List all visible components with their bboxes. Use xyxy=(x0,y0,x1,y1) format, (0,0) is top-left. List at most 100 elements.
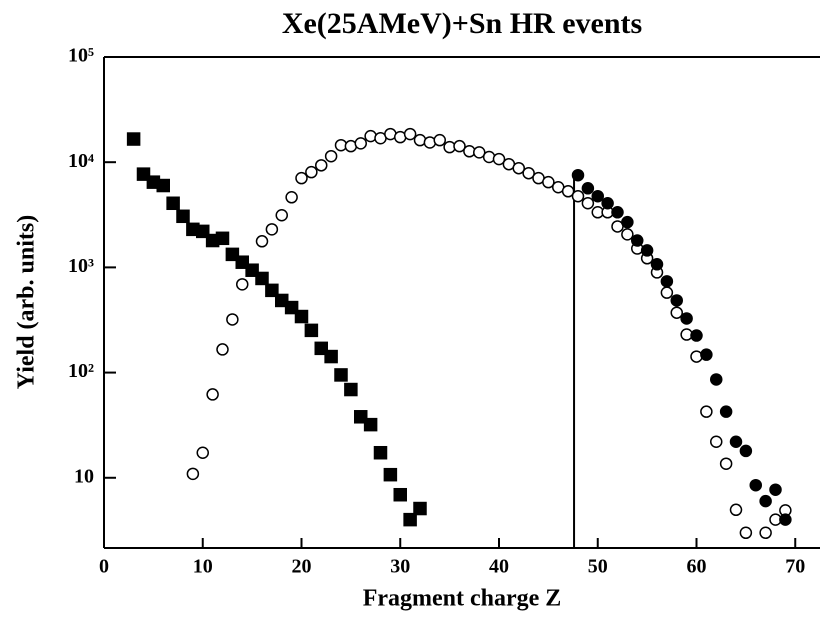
circle-point xyxy=(690,329,703,342)
circle-point xyxy=(512,161,525,175)
circle-point xyxy=(522,166,535,180)
square-point xyxy=(344,382,358,397)
square-point xyxy=(393,487,407,502)
circle-point xyxy=(670,306,683,319)
circle-point xyxy=(719,457,733,470)
y-tick-label: 10⁴ xyxy=(68,150,94,172)
square-point xyxy=(126,132,141,146)
circle-point xyxy=(295,171,308,185)
circle-point xyxy=(433,133,446,147)
x-tick-label: 0 xyxy=(99,556,109,578)
circle-point xyxy=(315,159,328,172)
circle-point xyxy=(581,182,595,195)
circle-point xyxy=(265,223,279,236)
circle-point xyxy=(739,444,753,458)
circle-point xyxy=(571,168,585,182)
circle-point xyxy=(364,129,377,143)
circle-point xyxy=(680,312,693,325)
square-point xyxy=(225,247,240,262)
circle-point xyxy=(581,197,595,210)
square-point xyxy=(215,231,230,246)
square-point xyxy=(294,309,309,324)
circle-point xyxy=(542,175,555,189)
circle-point xyxy=(729,503,743,517)
x-tick-label: 60 xyxy=(687,556,707,578)
y-tick-label: 10² xyxy=(68,360,94,382)
square-point xyxy=(166,196,180,211)
square-point xyxy=(265,283,279,298)
x-tick-label: 30 xyxy=(390,556,410,578)
circle-point xyxy=(621,215,634,229)
circle-point xyxy=(779,513,792,526)
square-point xyxy=(196,224,210,239)
square-point xyxy=(235,255,249,269)
square-point xyxy=(176,209,190,224)
circle-point xyxy=(660,286,674,299)
square-point xyxy=(156,178,170,193)
circle-point xyxy=(769,483,782,496)
circle-point xyxy=(324,149,338,163)
circle-point xyxy=(670,294,683,307)
circle-point xyxy=(305,165,318,179)
x-tick-label: 70 xyxy=(785,556,805,578)
circle-point xyxy=(206,388,219,401)
x-tick-label: 40 xyxy=(489,556,509,578)
circle-point xyxy=(601,197,614,210)
circle-point xyxy=(236,278,249,291)
square-point xyxy=(324,349,338,364)
square-point xyxy=(245,263,259,277)
circle-point xyxy=(285,191,298,204)
square-point xyxy=(373,445,388,460)
chart-title: Xe(25AMeV)+Sn HR events xyxy=(282,7,642,40)
circle-point xyxy=(719,405,733,418)
circle-point xyxy=(571,189,585,203)
circle-point xyxy=(700,348,713,361)
circle-point xyxy=(640,244,654,257)
circle-point xyxy=(275,209,288,222)
circle-point xyxy=(700,405,713,418)
circle-point xyxy=(690,350,703,363)
square-point xyxy=(383,467,398,482)
circle-point xyxy=(729,435,743,449)
x-axis-label: Fragment charge Z xyxy=(363,586,562,612)
circle-point xyxy=(186,467,200,481)
circle-point xyxy=(561,185,575,198)
circle-point xyxy=(255,235,269,248)
square-point xyxy=(136,167,151,181)
circle-point xyxy=(492,152,506,166)
square-point xyxy=(354,410,368,424)
y-tick-label: 10⁵ xyxy=(68,45,94,67)
x-tick-label: 20 xyxy=(292,556,312,578)
circle-point xyxy=(216,343,229,356)
circle-point xyxy=(453,139,466,153)
circle-point xyxy=(611,206,624,219)
circle-point xyxy=(631,234,644,247)
circle-point xyxy=(759,526,772,540)
square-point xyxy=(304,323,319,338)
circle-point xyxy=(759,494,772,508)
square-point xyxy=(413,501,427,516)
square-point xyxy=(314,341,328,356)
circle-point xyxy=(196,446,209,459)
x-tick-label: 50 xyxy=(588,556,608,578)
circle-point xyxy=(473,146,486,159)
circle-point xyxy=(591,189,604,203)
circle-point xyxy=(660,275,674,288)
circle-point xyxy=(739,526,753,540)
square-point xyxy=(363,417,378,432)
circle-point xyxy=(710,373,723,386)
circle-point xyxy=(749,478,762,492)
circle-point xyxy=(403,127,417,141)
y-axis-label: Yield (arb. units) xyxy=(14,215,40,389)
square-point xyxy=(275,293,289,308)
y-tick-label: 10³ xyxy=(68,255,94,277)
square-point xyxy=(403,512,417,527)
circle-point xyxy=(650,258,664,271)
y-tick-label: 10 xyxy=(74,465,94,487)
circle-point xyxy=(226,313,239,326)
square-point xyxy=(334,368,348,382)
x-tick-label: 10 xyxy=(193,556,213,578)
circle-point xyxy=(354,137,367,150)
